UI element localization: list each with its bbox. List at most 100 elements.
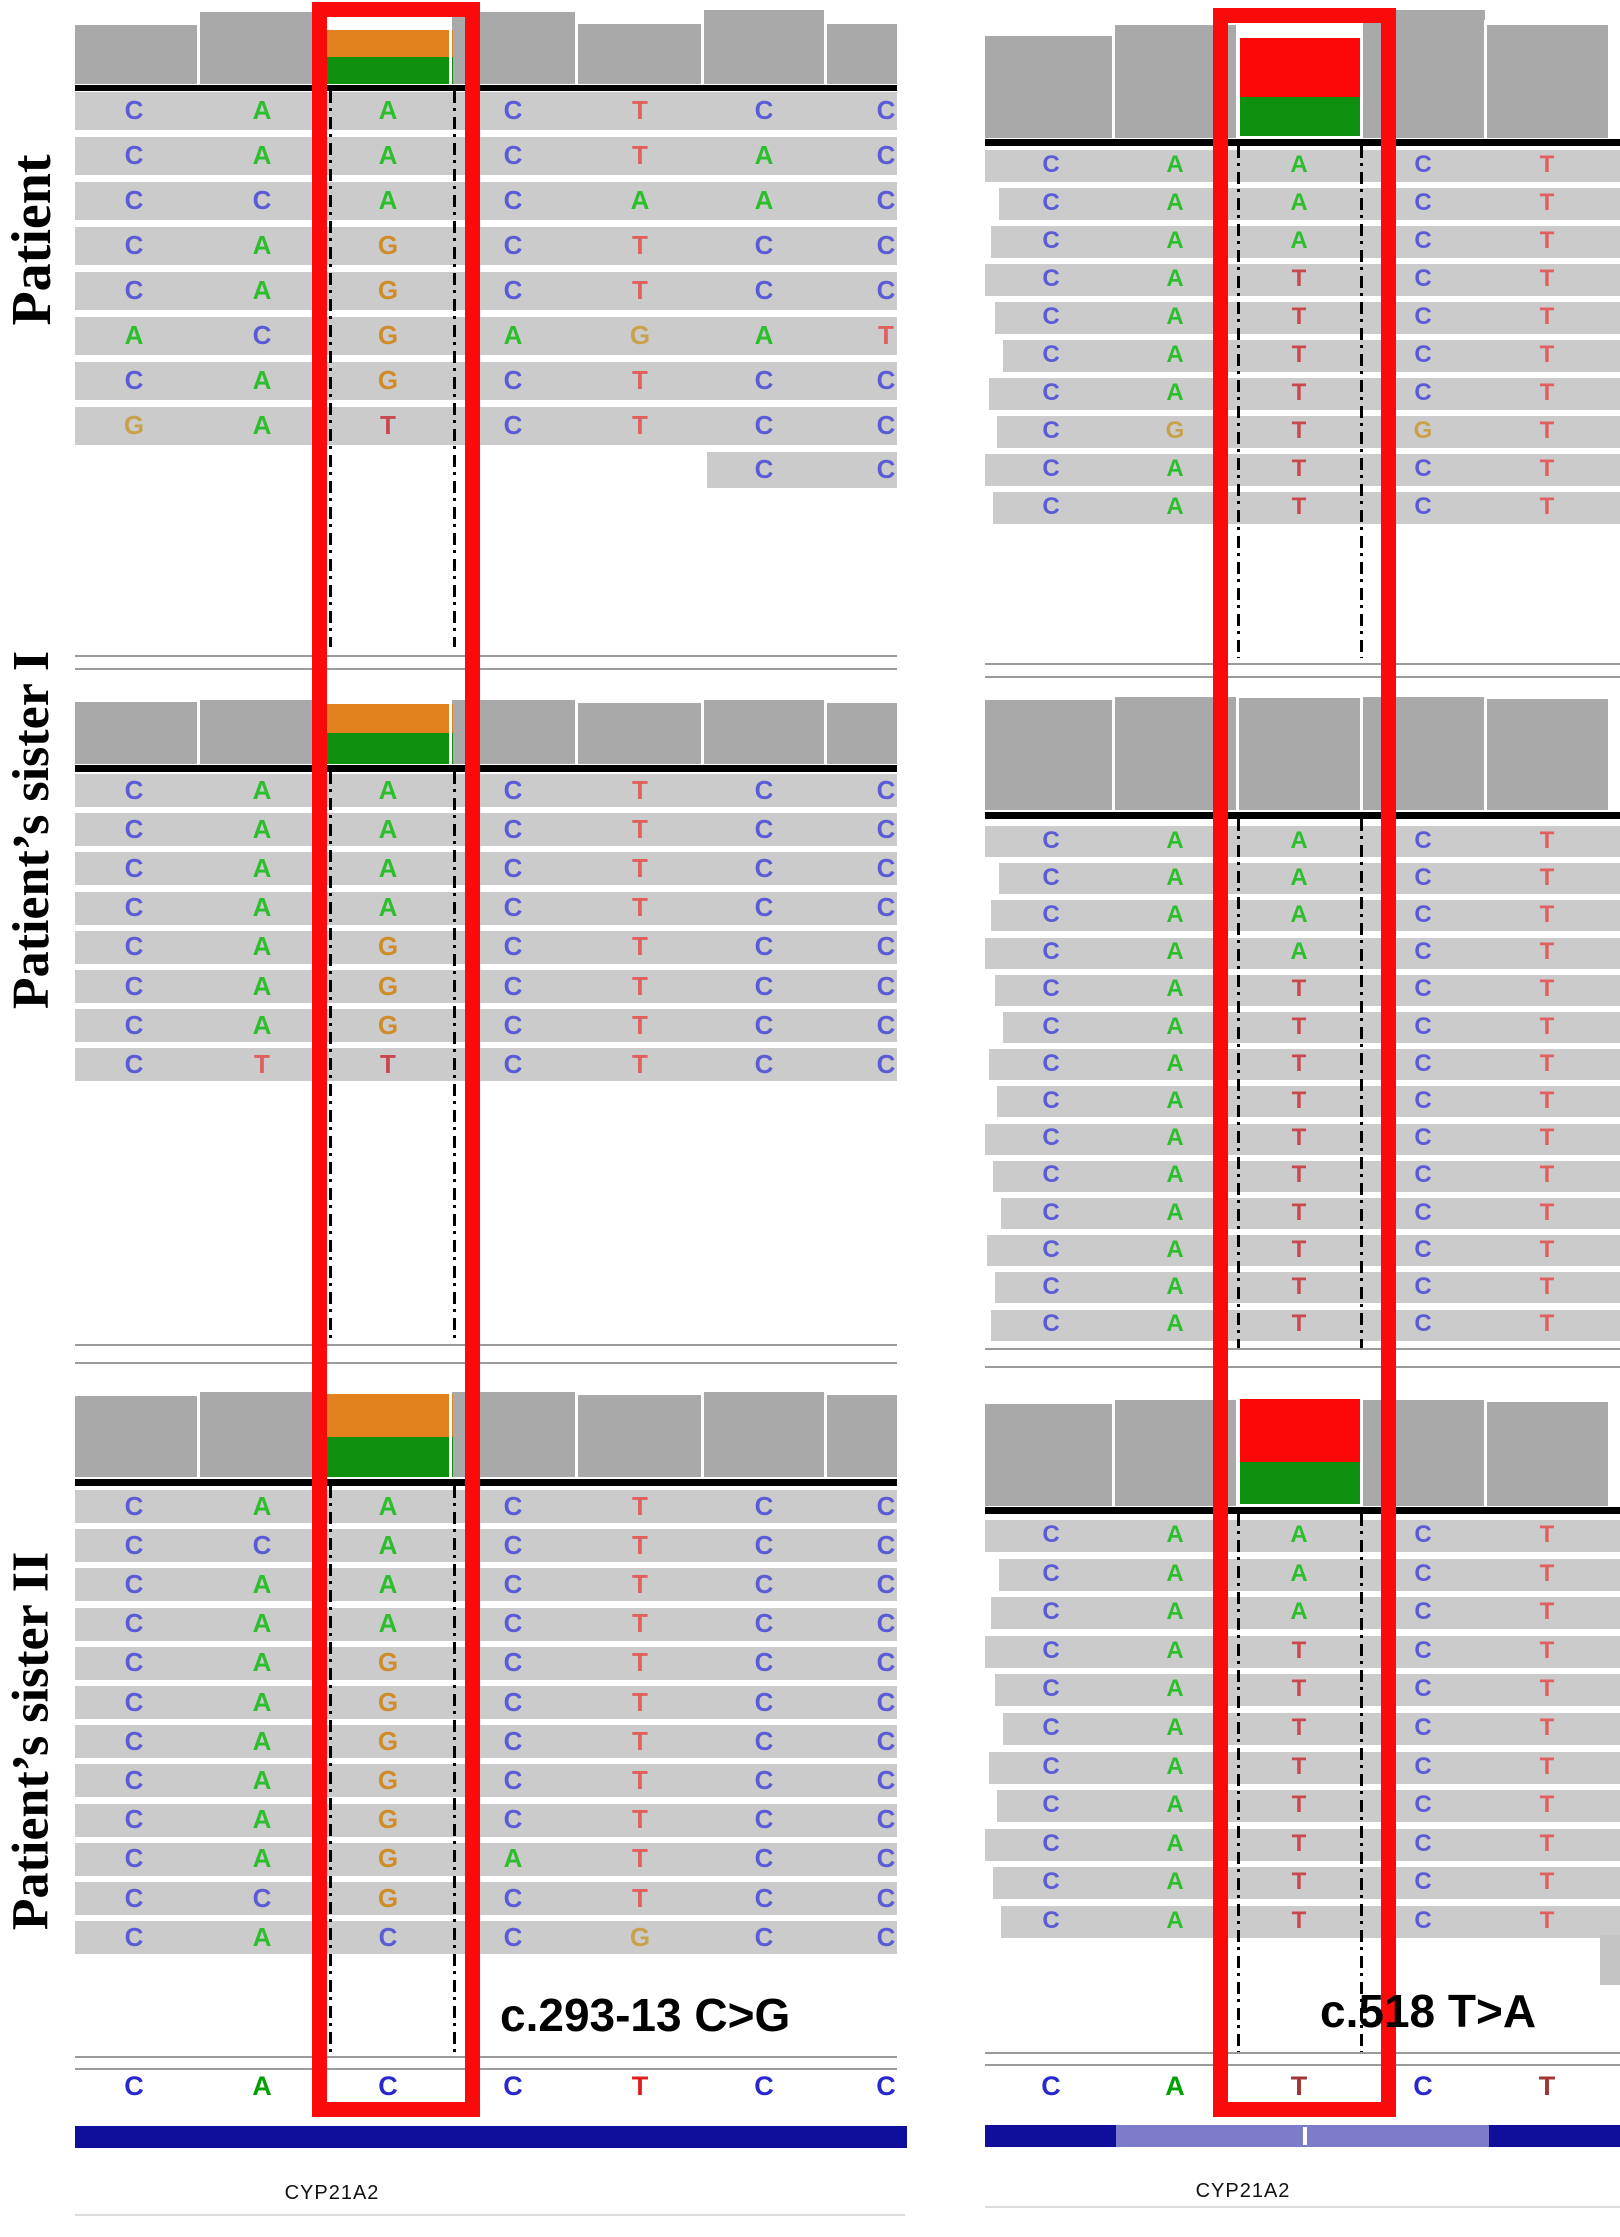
read-row[interactable] [985, 1828, 1620, 1861]
read-row[interactable] [75, 1882, 897, 1915]
read-base-C: C [754, 454, 774, 484]
coverage-column-separator [1484, 20, 1487, 138]
scrollbar-thumb[interactable] [1600, 1935, 1620, 1985]
read-row[interactable] [993, 1867, 1620, 1900]
read-row[interactable] [75, 407, 897, 445]
read-row[interactable] [75, 362, 897, 400]
coverage-column-separator [1608, 1398, 1611, 1506]
read-row[interactable] [75, 891, 897, 925]
read-row[interactable] [985, 826, 1620, 857]
read-row[interactable] [1001, 1198, 1620, 1229]
read-row[interactable] [995, 302, 1620, 334]
read-row[interactable] [75, 1921, 897, 1955]
read-row[interactable] [75, 813, 897, 847]
coverage-bar [702, 10, 825, 84]
read-base-T: T [1539, 341, 1555, 368]
read-row-partial[interactable] [707, 452, 897, 488]
read-row[interactable] [75, 1646, 897, 1680]
read-row[interactable] [75, 970, 897, 1003]
read-row[interactable] [75, 1607, 897, 1641]
read-row[interactable] [989, 378, 1620, 410]
read-row[interactable] [997, 416, 1620, 448]
read-row[interactable] [75, 182, 897, 220]
read-base-C: C [1414, 1086, 1432, 1114]
gene-track-bar[interactable] [1116, 2125, 1489, 2147]
read-row[interactable] [75, 930, 897, 964]
read-row[interactable] [75, 92, 897, 130]
read-row[interactable] [985, 1635, 1620, 1668]
read-row[interactable] [75, 1842, 897, 1876]
read-row[interactable] [991, 1309, 1620, 1341]
read-base-A: A [1290, 1521, 1308, 1548]
read-row[interactable] [995, 1674, 1620, 1707]
read-base-C: C [124, 1568, 144, 1599]
read-row[interactable] [1001, 1906, 1620, 1938]
read-row[interactable] [75, 1009, 897, 1043]
read-row[interactable] [991, 226, 1620, 258]
read-base-T: T [632, 1529, 648, 1560]
read-row[interactable] [995, 974, 1620, 1006]
coverage-column-separator [575, 700, 578, 764]
gene-track-bar[interactable] [985, 2125, 1116, 2147]
read-row[interactable] [989, 1049, 1620, 1081]
read-row[interactable] [993, 492, 1620, 524]
read-row[interactable] [985, 150, 1620, 182]
read-row[interactable] [75, 1686, 897, 1719]
coverage-column-separator [1608, 695, 1611, 810]
read-row[interactable] [75, 1725, 897, 1759]
read-base-T: T [1291, 341, 1307, 368]
read-row[interactable] [997, 1790, 1620, 1823]
read-base-C: C [1414, 1012, 1432, 1040]
read-base-C: C [876, 185, 896, 215]
read-row[interactable] [75, 1490, 897, 1523]
read-row[interactable] [75, 272, 897, 310]
read-base-C: C [754, 1568, 774, 1599]
read-row[interactable] [999, 188, 1620, 220]
read-base-A: A [252, 1764, 272, 1795]
read-row[interactable] [993, 1160, 1620, 1192]
read-row[interactable] [75, 227, 897, 265]
read-base-T: T [1291, 265, 1307, 292]
read-row[interactable] [989, 1751, 1620, 1784]
read-row[interactable] [1003, 1713, 1620, 1745]
gene-track-bar[interactable] [75, 2126, 907, 2148]
read-row[interactable] [75, 1764, 897, 1798]
read-row[interactable] [999, 863, 1620, 895]
read-base-C: C [876, 892, 896, 923]
read-row[interactable] [985, 454, 1620, 486]
read-row[interactable] [991, 1597, 1620, 1630]
read-row[interactable] [991, 900, 1620, 932]
read-row[interactable] [1003, 1012, 1620, 1043]
read-base-C: C [1414, 1559, 1432, 1587]
read-row[interactable] [985, 1520, 1620, 1552]
read-row[interactable] [75, 774, 897, 807]
coverage-column-separator [197, 8, 200, 84]
read-row[interactable] [987, 1235, 1620, 1267]
read-base-T: T [1291, 1636, 1307, 1664]
read-base-C: C [124, 774, 144, 805]
read-row[interactable] [75, 137, 897, 175]
read-base-A: A [1166, 938, 1184, 966]
read-row[interactable] [985, 1123, 1620, 1155]
read-row[interactable] [75, 1048, 897, 1082]
read-row[interactable] [1003, 340, 1620, 372]
read-row[interactable] [997, 1086, 1620, 1118]
read-row[interactable] [75, 317, 897, 355]
read-base-C: C [503, 1764, 523, 1795]
variant-guide-dashed-line [329, 91, 332, 647]
read-base-C: C [876, 454, 896, 484]
panel-separator-line [75, 2056, 897, 2058]
read-row[interactable] [985, 937, 1620, 969]
read-row[interactable] [75, 1568, 897, 1602]
read-base-A: A [1166, 1675, 1184, 1703]
read-base-T: T [1539, 900, 1555, 928]
coverage-column-separator [1360, 20, 1363, 138]
read-row[interactable] [995, 1272, 1620, 1304]
read-row[interactable] [75, 1803, 897, 1837]
gene-track-bar[interactable] [1489, 2125, 1620, 2147]
read-row[interactable] [985, 264, 1620, 296]
read-row[interactable] [75, 1529, 897, 1563]
read-row[interactable] [75, 852, 897, 886]
read-row[interactable] [999, 1558, 1620, 1591]
read-base-A: A [252, 1686, 272, 1717]
